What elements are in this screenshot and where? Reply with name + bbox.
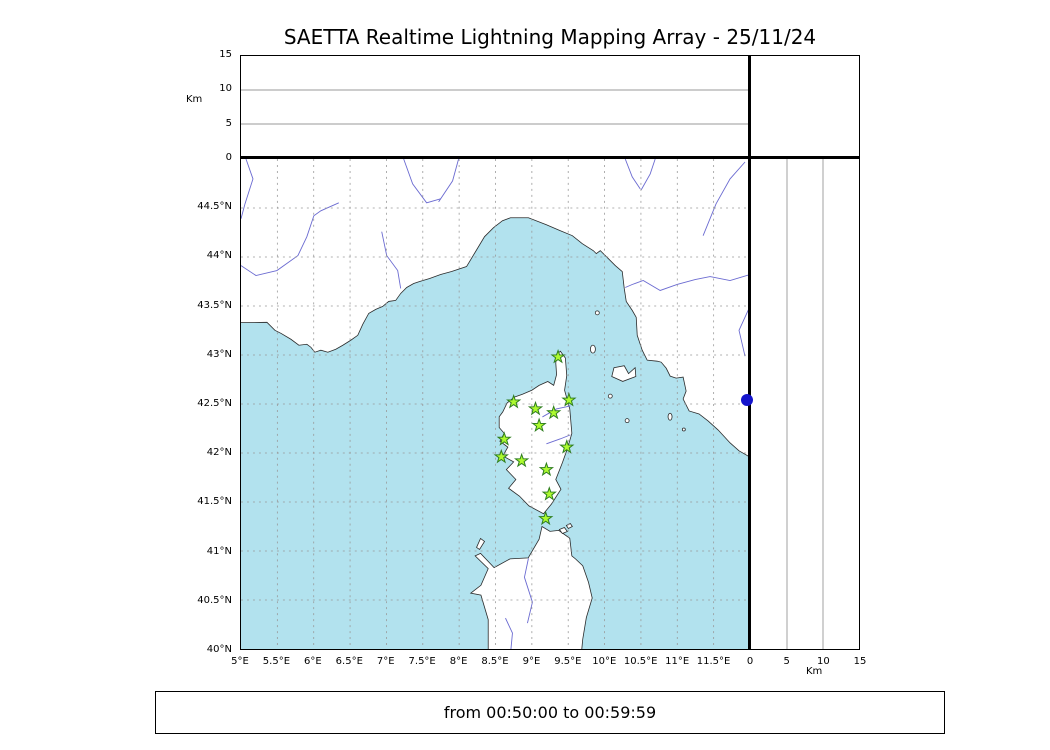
island-pianosa <box>607 393 613 399</box>
lon-tick-label: 9°E <box>522 656 541 667</box>
island-maddalena <box>558 527 568 534</box>
station-marker <box>550 349 566 364</box>
river <box>702 161 746 236</box>
lon-tick-label: 11°E <box>665 656 690 667</box>
lat-tick-label: 42°N <box>206 447 232 459</box>
alt-tick-label-left: 10 <box>219 83 232 95</box>
map-svg <box>241 159 750 649</box>
lat-tick-label: 41.5°N <box>197 496 232 508</box>
thick-separator-horizontal <box>240 156 860 159</box>
river <box>241 159 254 219</box>
river <box>542 405 571 418</box>
river <box>505 617 513 649</box>
altitude-latitude-plot <box>786 159 824 649</box>
island-giglio <box>667 412 673 421</box>
footer-time-range-text: from 00:50:00 to 00:59:59 <box>443 703 657 722</box>
lon-tick-label: 10.5°E <box>623 656 658 667</box>
island-asinara <box>476 537 486 550</box>
river <box>241 202 339 277</box>
river <box>640 159 656 191</box>
station-marker <box>493 448 509 464</box>
river <box>403 159 441 204</box>
lon-tick-label: 6°E <box>304 656 322 667</box>
lat-tick-label: 40.5°N <box>197 594 232 606</box>
river <box>738 308 750 357</box>
alt-tick-label-bottom: 15 <box>853 656 867 667</box>
station-marker <box>538 461 555 477</box>
lon-tick-label: 7°E <box>376 656 395 667</box>
lat-tick-label: 44.5°N <box>197 201 232 213</box>
island-montecristo <box>624 418 630 424</box>
station-marker <box>541 486 557 501</box>
alt-tick-label-bottom: 5 <box>783 656 790 667</box>
station-marker <box>531 417 547 433</box>
coastline-corsica <box>498 350 573 515</box>
island-elba <box>611 365 637 382</box>
lat-tick-label: 42.5°N <box>197 398 232 409</box>
river <box>381 231 402 289</box>
altitude-latitude-panel <box>750 158 860 650</box>
alt-tick-label-left: 5 <box>225 117 232 129</box>
page-title: SAETTA Realtime Lightning Mapping Array … <box>283 25 817 49</box>
km-label-top: Km <box>186 94 203 105</box>
river <box>523 558 533 624</box>
map-panel <box>240 158 751 650</box>
lat-tick-label: 44°N <box>206 250 232 262</box>
stations-layer <box>493 349 577 526</box>
lat-tick-label: 43°N <box>206 348 232 360</box>
island-giannutri <box>681 427 686 432</box>
alt-tick-label-bottom: 0 <box>746 656 754 667</box>
coastline-sardinia <box>469 525 593 649</box>
lat-tick-label: 40°N <box>206 644 232 655</box>
lon-tick-label: 9.5°E <box>554 656 582 667</box>
station-marker <box>561 392 577 407</box>
alt-tick-label-bottom: 10 <box>816 656 830 667</box>
lat-tick-label: 41°N <box>206 545 232 557</box>
source-dot <box>741 394 754 407</box>
lon-tick-label: 8.5°E <box>481 656 509 667</box>
lat-tick-label: 43.5°N <box>197 299 232 311</box>
station-marker <box>506 393 522 409</box>
corner-panel <box>750 55 860 159</box>
station-marker <box>513 452 530 468</box>
island-gorgona <box>594 310 600 316</box>
lon-tick-label: 5°E <box>231 656 249 667</box>
alt-tick-label-left: 0 <box>225 152 232 163</box>
lon-tick-label: 5.5°E <box>262 656 291 667</box>
station-marker <box>527 400 544 416</box>
river <box>625 274 750 291</box>
coastline-mainland <box>241 159 750 458</box>
lon-tick-label: 7.5°E <box>408 656 436 667</box>
altitude-longitude-panel <box>240 55 751 159</box>
lon-tick-label: 11.5°E <box>696 656 731 667</box>
station-marker <box>496 431 512 446</box>
lon-tick-label: 10°E <box>592 656 617 667</box>
rivers-layer <box>241 159 750 649</box>
footer-time-range-box: from 00:50:00 to 00:59:59 <box>155 691 945 734</box>
km-label-right: Km <box>806 666 823 677</box>
map-grid-layer <box>241 159 750 649</box>
island-capraia <box>590 344 596 354</box>
river <box>546 434 571 445</box>
lon-tick-label: 8°E <box>449 656 468 667</box>
altitude-longitude-plot <box>241 89 750 125</box>
lon-tick-label: 6.5°E <box>335 656 363 667</box>
alt-tick-label-left: 15 <box>219 49 232 60</box>
station-marker <box>538 510 554 526</box>
river <box>438 159 460 203</box>
station-marker <box>546 404 562 420</box>
station-marker <box>559 439 575 454</box>
thick-separator-vertical <box>748 55 751 650</box>
river <box>624 159 641 190</box>
